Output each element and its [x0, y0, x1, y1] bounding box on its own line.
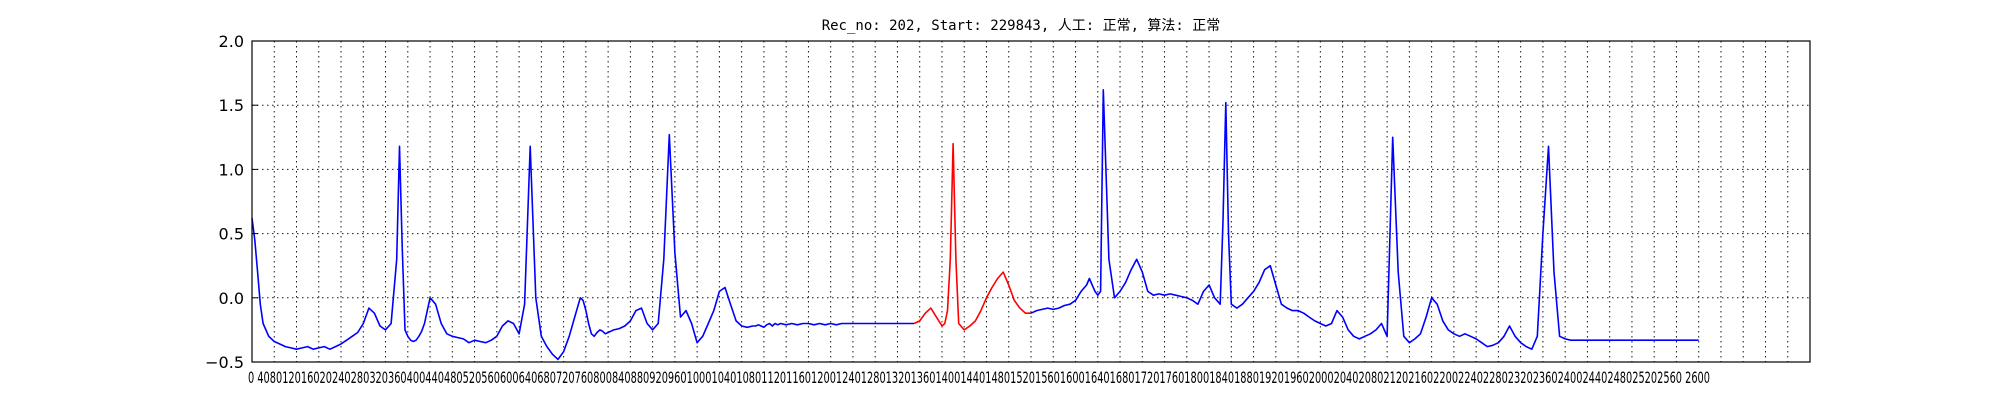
y-tick-label: 0.0: [219, 289, 244, 308]
y-tick-label: −0.5: [205, 353, 244, 372]
chart-title: Rec_no: 202, Start: 229843, 人工: 正常, 算法: …: [822, 18, 1221, 34]
y-axis-ticks: −0.5 0.0 0.5 1.0 1.5 2.0: [205, 32, 258, 372]
series-lines: [252, 90, 1699, 360]
ecg-series-post: [1031, 90, 1699, 349]
ecg-series-highlight: [914, 144, 1031, 330]
y-tick-label: 1.0: [219, 160, 244, 179]
y-tick-label: 0.5: [219, 225, 244, 244]
ecg-series-pre: [252, 135, 914, 360]
x-axis-tick-labels: 0 40801201602024028032036040044048052056…: [248, 368, 1710, 387]
y-tick-label: 1.5: [219, 96, 244, 115]
y-tick-label: 2.0: [219, 32, 244, 51]
